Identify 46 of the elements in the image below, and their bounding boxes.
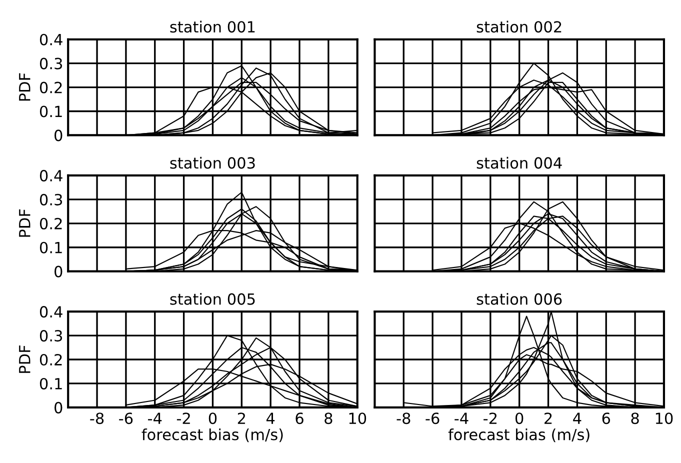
chart-title: station 005: [170, 293, 255, 305]
y-tick-label: 0.2: [40, 354, 62, 366]
x-axis-title: forecast bias (m/s): [448, 428, 590, 442]
x-tick-label: 0: [515, 412, 524, 424]
y-tick-label: 0.3: [40, 194, 62, 206]
y-tick-label: 0.1: [40, 106, 62, 118]
x-axis-title: forecast bias (m/s): [142, 428, 283, 442]
y-tick-label: 0.3: [40, 330, 62, 342]
x-tick-label: -2: [484, 412, 497, 424]
chart-title: station 003: [170, 156, 255, 169]
chart-title: station 002: [476, 20, 562, 33]
x-tick-label: 6: [602, 412, 610, 424]
chart-title: station 006: [476, 293, 562, 305]
y-axis-title: PDF: [19, 73, 30, 101]
x-tick-label: -4: [454, 412, 468, 424]
chart-title: station 004: [476, 156, 562, 169]
y-tick-label: 0.1: [40, 378, 62, 390]
y-tick-label: 0.3: [40, 58, 62, 70]
x-tick-label: 2: [238, 412, 245, 424]
y-tick-label: 0.1: [40, 242, 62, 254]
x-tick-label: 10: [349, 412, 366, 424]
x-tick-label: -8: [396, 412, 410, 424]
x-tick-label: 4: [573, 412, 582, 424]
x-tick-label: 0: [208, 412, 217, 424]
y-tick-label: 0.4: [40, 34, 62, 46]
x-tick-label: 4: [266, 412, 275, 424]
x-tick-label: 10: [656, 412, 673, 424]
y-axis-title: PDF: [19, 346, 30, 373]
chart-title: station 001: [170, 20, 255, 33]
x-tick-label: -8: [90, 412, 104, 424]
x-tick-label: 6: [296, 412, 304, 424]
x-tick-label: -6: [426, 412, 440, 424]
y-tick-label: 0: [54, 402, 62, 414]
y-axis-title: PDF: [19, 209, 30, 237]
y-tick-label: 0.2: [40, 218, 62, 230]
y-tick-label: 0.2: [40, 82, 62, 94]
x-tick-label: 2: [544, 412, 552, 424]
x-tick-label: -6: [119, 412, 133, 424]
y-tick-label: 0.4: [40, 170, 62, 182]
x-tick-label: -4: [148, 412, 162, 424]
x-tick-label: -2: [176, 412, 190, 424]
y-tick-label: 0.4: [40, 306, 62, 318]
x-tick-label: 8: [324, 412, 332, 424]
y-tick-label: 0: [54, 266, 62, 278]
x-tick-label: 8: [631, 412, 639, 424]
y-tick-label: 0: [54, 130, 62, 142]
